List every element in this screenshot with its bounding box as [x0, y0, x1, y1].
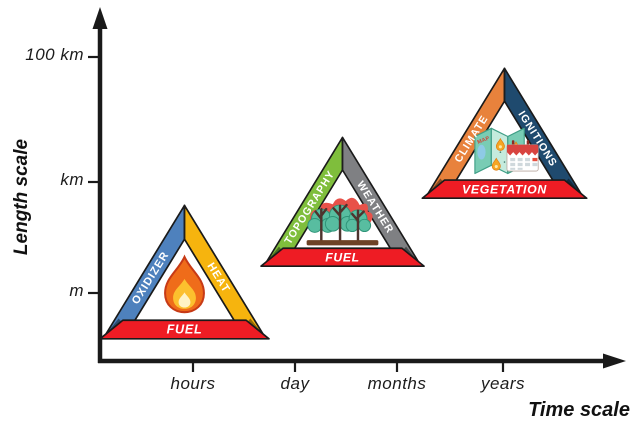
fire-behavior-triangle: TOPOGRAPHY WEATHER FUEL [260, 136, 425, 267]
fire-regime-triangle: MAP CLIMATE IGNITIONS VEG [421, 67, 588, 200]
y-tick-label-km: km [60, 170, 84, 189]
burning-forest-icon [306, 197, 379, 246]
fire-regime-vegetation-bar [421, 179, 588, 200]
map-label: MAP [477, 135, 491, 145]
fire-triangle-bottom-label: FUEL [167, 323, 203, 337]
x-axis-arrowhead-icon [603, 353, 626, 369]
fire-behavior-fuel-bar [260, 247, 425, 267]
fire-triangle: OXIDIZER HEAT FUEL [99, 204, 270, 340]
fire-regime-ignitions-band [503, 67, 583, 196]
x-axis-ticks [191, 363, 505, 372]
flame-icon [164, 254, 205, 314]
x-tick-label-day: day [280, 374, 310, 393]
fire-map-calendar-icon: MAP [474, 127, 539, 175]
fire-behavior-bottom-label: FUEL [325, 250, 360, 264]
y-axis-title: Length scale [11, 138, 32, 256]
calendar-icon [506, 140, 539, 172]
x-axis-title: Time scale [528, 399, 630, 421]
fire-triangle-oxidizer-band [104, 204, 186, 337]
fire-triangle-fuel-bar [99, 319, 270, 340]
x-tick-label-months: months [367, 374, 427, 393]
fire-regime-bottom-label: VEGETATION [462, 182, 547, 196]
y-axis-arrowhead-icon [92, 7, 108, 29]
y-axis-ticks [88, 55, 99, 295]
x-tick-label-hours: hours [170, 374, 216, 393]
y-tick-label-100km: 100 km [25, 45, 84, 64]
fire-triangle-heat-band [183, 204, 265, 337]
y-tick-label-m: m [69, 281, 84, 300]
x-tick-label-years: years [480, 374, 526, 393]
